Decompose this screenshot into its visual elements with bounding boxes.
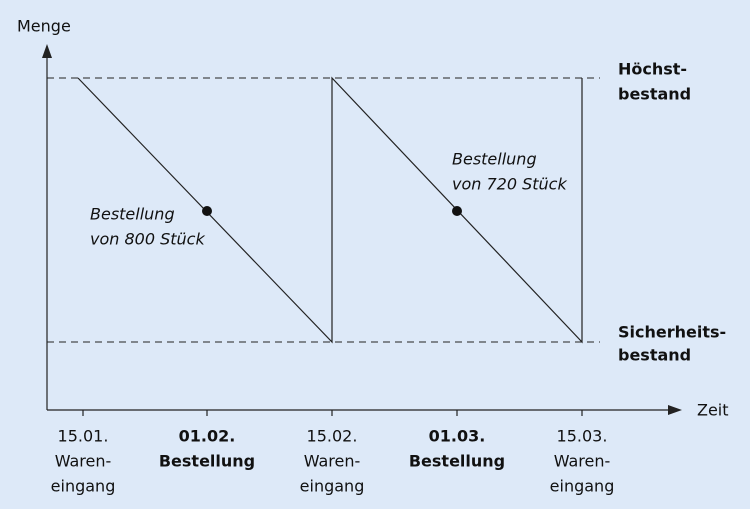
level-label: bestand bbox=[618, 346, 691, 365]
level-label: Höchst- bbox=[618, 60, 687, 79]
x-label: eingang bbox=[550, 477, 615, 496]
x-label: Bestellung bbox=[159, 452, 255, 471]
x-label: 01.03. bbox=[429, 427, 486, 446]
x-label: 15.01. bbox=[58, 427, 109, 446]
y-axis-label: Menge bbox=[17, 17, 71, 36]
annotation: von 720 Stück bbox=[452, 175, 567, 194]
order-point bbox=[202, 206, 212, 216]
x-label: Waren- bbox=[304, 452, 361, 471]
x-label: Waren- bbox=[55, 452, 112, 471]
stock-curve bbox=[77, 76, 583, 344]
y-arrow bbox=[42, 44, 52, 58]
level-label: bestand bbox=[618, 85, 691, 104]
x-arrow bbox=[668, 405, 682, 415]
x-axis-label: Zeit bbox=[697, 401, 729, 420]
annotation: von 800 Stück bbox=[90, 230, 205, 249]
x-label: 15.02. bbox=[307, 427, 358, 446]
x-label: Waren- bbox=[554, 452, 611, 471]
order-point bbox=[452, 206, 462, 216]
x-label: 15.03. bbox=[557, 427, 608, 446]
x-label: 01.02. bbox=[179, 427, 236, 446]
axes bbox=[42, 44, 682, 416]
level-label: Sicherheits- bbox=[618, 323, 726, 342]
x-label: eingang bbox=[300, 477, 365, 496]
annotation: Bestellung bbox=[90, 205, 175, 224]
x-label: Bestellung bbox=[409, 452, 505, 471]
x-label: eingang bbox=[51, 477, 116, 496]
x-labels: 15.01. Waren- eingang 01.02. Bestellung … bbox=[51, 427, 615, 496]
annotation: Bestellung bbox=[452, 150, 537, 169]
